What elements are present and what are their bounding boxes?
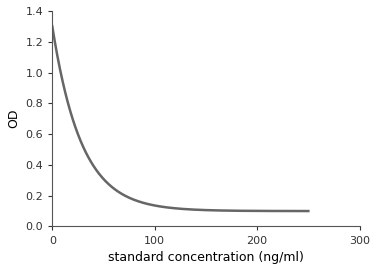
X-axis label: standard concentration (ng/ml): standard concentration (ng/ml) [108, 251, 304, 264]
Y-axis label: OD: OD [7, 109, 20, 128]
